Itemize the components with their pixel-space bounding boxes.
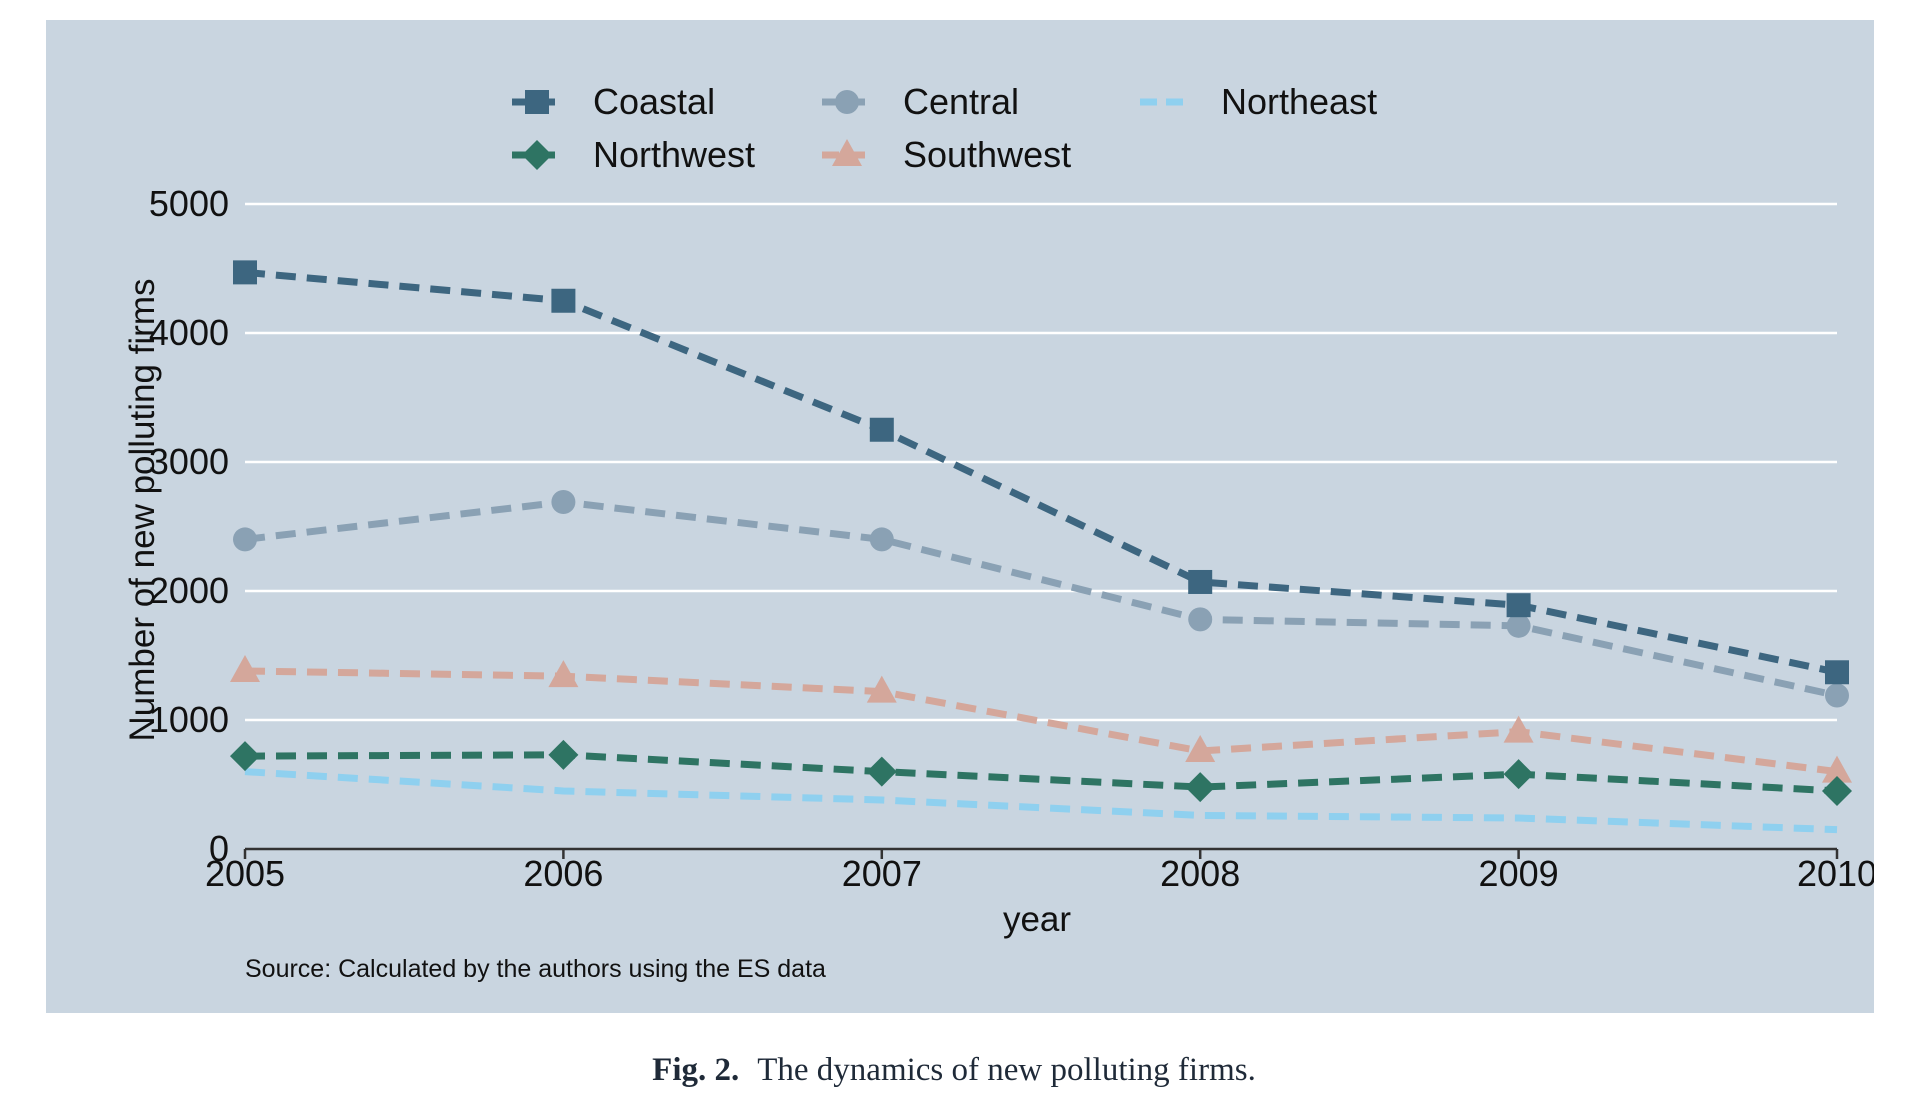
data-point-northwest-2010 [1822, 775, 1852, 806]
data-point-northwest-2008 [1185, 772, 1216, 803]
figure-label: Fig. 2. [652, 1052, 740, 1088]
legend-marker-central [835, 90, 859, 114]
legend-label-central: Central [903, 81, 1019, 122]
data-point-southwest-2006 [548, 660, 579, 688]
data-point-coastal-2007 [869, 417, 894, 442]
data-point-central-2010 [1825, 683, 1849, 708]
y-tick-label-1000: 1000 [149, 699, 229, 740]
series-line-southwest [244, 667, 1838, 776]
data-point-southwest-2008 [1185, 734, 1216, 762]
legend-item-central: Central [822, 81, 1019, 122]
legend-marker-southwest [832, 139, 862, 166]
x-tick-label-2009: 2009 [1479, 853, 1559, 894]
legend-marker-northwest [522, 140, 552, 170]
source-note: Source: Calculated by the authors using … [245, 955, 826, 983]
series-line-central [244, 498, 1838, 699]
legend-label-coastal: Coastal [593, 81, 715, 122]
figure-caption: Fig. 2. The dynamics of new polluting fir… [0, 1052, 1908, 1089]
x-tick-label-2010: 2010 [1797, 853, 1874, 894]
y-tick-label-3000: 3000 [149, 441, 229, 482]
series-central [233, 489, 1849, 708]
legend-item-coastal: Coastal [512, 81, 715, 122]
legend-item-northwest: Northwest [512, 134, 755, 175]
data-point-southwest-2010 [1822, 755, 1852, 783]
x-tick-label-2005: 2005 [205, 853, 285, 894]
series-northwest [230, 739, 1852, 806]
data-point-central-2005 [233, 527, 257, 552]
data-point-northwest-2009 [1503, 759, 1534, 790]
x-tick-label-2008: 2008 [1160, 853, 1240, 894]
y-tick-label-4000: 4000 [149, 312, 229, 353]
figure-caption-text: The dynamics of new polluting firms. [757, 1052, 1256, 1088]
x-axis-title: year [1003, 900, 1071, 939]
series-coastal [233, 260, 1849, 685]
data-point-coastal-2010 [1825, 660, 1849, 685]
data-point-southwest-2009 [1503, 715, 1534, 743]
data-point-central-2006 [551, 489, 576, 514]
legend-marker-coastal [525, 90, 549, 114]
data-series [230, 260, 1852, 834]
legend-item-northeast: Northeast [1140, 81, 1377, 122]
legend-item-southwest: Southwest [822, 134, 1071, 175]
data-point-northwest-2006 [548, 739, 579, 770]
data-point-central-2008 [1188, 607, 1213, 632]
data-point-central-2009 [1506, 613, 1531, 638]
grid-lines [245, 202, 1837, 722]
chart-panel: 0 1000 2000 3000 4000 5000 2005 2006 2007 2008 200… [46, 20, 1874, 1013]
legend-label-northwest: Northwest [593, 134, 755, 175]
data-point-central-2007 [869, 527, 894, 552]
data-point-coastal-2008 [1188, 569, 1213, 594]
data-point-coastal-2005 [233, 260, 257, 285]
data-point-southwest-2007 [866, 675, 897, 703]
data-point-coastal-2009 [1506, 593, 1531, 618]
series-line-northeast [244, 768, 1838, 834]
data-point-northwest-2005 [230, 741, 260, 772]
legend-label-southwest: Southwest [903, 134, 1071, 175]
legend-label-northeast: Northeast [1221, 81, 1377, 122]
data-point-coastal-2006 [551, 288, 576, 313]
y-tick-label-0: 0 [209, 828, 229, 869]
chart-background [46, 20, 1874, 1013]
axes: 0 1000 2000 3000 4000 5000 2005 2006 2007 2008 200… [149, 183, 1874, 894]
series-line-coastal [244, 268, 1838, 676]
y-tick-label-2000: 2000 [149, 570, 229, 611]
series-northeast [244, 768, 1838, 834]
y-tick-label-5000: 5000 [149, 183, 229, 224]
data-point-southwest-2005 [230, 654, 260, 682]
x-tick-label-2006: 2006 [523, 853, 603, 894]
x-tick-label-2007: 2007 [842, 853, 922, 894]
series-line-northwest [244, 751, 1838, 795]
y-axis-title: Number of new polluting firms [123, 279, 162, 742]
series-southwest [230, 654, 1852, 783]
legend: Coastal Central Northeast Northwest Southwes… [512, 81, 1377, 175]
data-point-northwest-2007 [866, 756, 897, 787]
